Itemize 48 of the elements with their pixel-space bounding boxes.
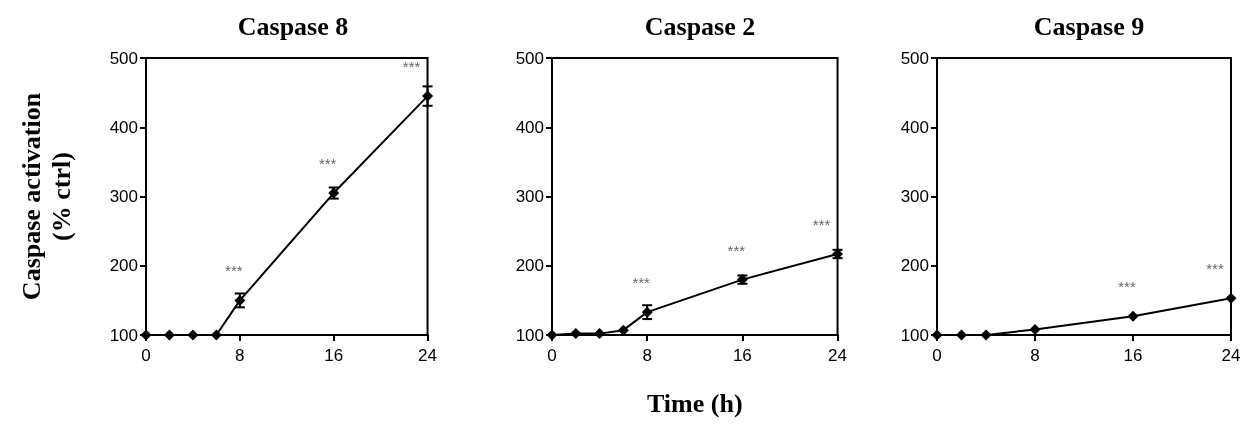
annotation: *** [727,241,746,259]
x-tick-label: 24 [418,346,438,365]
y-tick-label: 300 [109,187,138,206]
point [594,328,606,340]
y-axis-title: Caspase activation (% ctrl) [16,92,76,301]
y-tick-label: 200 [515,256,544,276]
x-tick-label: 24 [1221,346,1241,365]
annotation: *** [318,155,337,173]
annotation: *** [1206,260,1224,278]
point [187,329,199,341]
x-axis-title: Time (h) [646,388,743,418]
x-tick-label: 0 [547,346,557,365]
chart-title: Caspase 8 [237,11,349,41]
point [980,329,992,341]
x-tick-label: 16 [324,346,344,365]
point [1127,310,1139,322]
annotation: *** [1118,278,1136,296]
chart-title: Caspase 9 [1033,11,1145,41]
x-tick-label: 16 [732,346,752,365]
chart-title: Caspase 2 [644,11,756,41]
x-tick-label: 16 [1123,346,1143,365]
y-tick-label: 500 [109,48,138,68]
x-tick-label: 8 [1030,346,1040,365]
point [570,328,582,340]
y-tick-label: 400 [900,117,929,137]
y-tick-label: 100 [109,325,138,345]
x-tick-label: 0 [932,346,942,365]
x-tick-label: 24 [828,346,848,365]
annotation: *** [812,215,831,233]
y-tick-label: 200 [109,256,138,276]
y-tick-label: 100 [900,325,929,345]
y-tick-label: 300 [900,187,929,206]
annotation: *** [402,58,421,76]
y-tick-label: 400 [109,117,138,137]
x-tick-label: 8 [642,346,652,365]
x-tick-label: 0 [141,346,151,365]
annotation: *** [632,274,651,292]
point [1029,323,1041,335]
y-tick-label: 500 [900,48,929,68]
point [956,329,967,341]
y-tick-label: 300 [515,187,544,206]
y-tick-label: 100 [515,325,544,345]
y-tick-label: 200 [900,256,929,276]
y-tick-label: 400 [515,117,544,137]
y-tick-label: 500 [515,48,544,68]
x-tick-label: 8 [235,346,245,365]
annotation: *** [225,262,243,280]
point [1225,292,1237,304]
